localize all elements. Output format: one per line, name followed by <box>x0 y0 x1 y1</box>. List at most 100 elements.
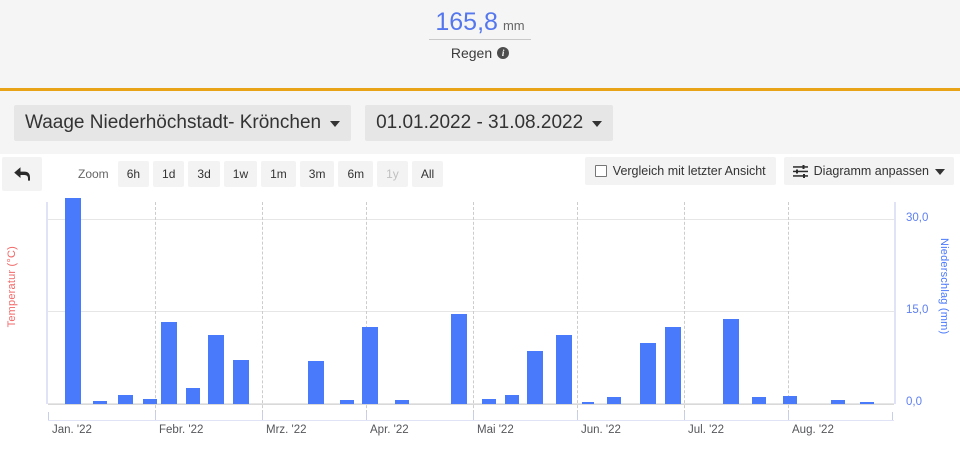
y-axis-left-line <box>46 202 48 404</box>
x-axis-rule <box>48 420 894 421</box>
bar[interactable] <box>831 399 845 404</box>
month-separator <box>788 202 789 418</box>
back-arrow-icon <box>14 167 30 181</box>
x-tick-label-2: Mrz. '22 <box>266 424 307 436</box>
bar[interactable] <box>723 318 739 404</box>
gridline-30 <box>48 219 894 221</box>
month-separator <box>366 202 367 418</box>
y-tick-15: 15,0 <box>906 304 929 317</box>
zoom-button-1w[interactable]: 1w <box>223 161 258 187</box>
chevron-down-icon <box>592 120 603 127</box>
zoom-button-6m[interactable]: 6m <box>338 161 374 187</box>
zoom-button-all[interactable]: All <box>411 161 444 187</box>
bar[interactable] <box>340 399 354 404</box>
bar[interactable] <box>308 361 324 404</box>
bar[interactable] <box>208 334 224 404</box>
bar[interactable] <box>505 395 519 404</box>
x-tick-label-0: Jan. '22 <box>52 424 92 436</box>
compare-label: Vergleich mit letzter Ansicht <box>612 164 766 178</box>
checkbox-unchecked-icon[interactable] <box>594 165 607 177</box>
x-tick-mark <box>684 412 685 420</box>
x-axis: Jan. '22 Febr. '22 Mrz. '22 Apr. '22 Mai '22… <box>0 412 960 446</box>
bar[interactable] <box>640 342 656 404</box>
y-axis-right-label: Niederschlag (mm) <box>938 238 950 335</box>
y-axis-left-label: Temperatur (°C) <box>6 246 18 328</box>
chart-toolbar: Zoom 6h 1d 3d 1w 1m 3m 6m 1y All Verglei… <box>0 154 960 194</box>
bar[interactable] <box>482 398 496 404</box>
bar[interactable] <box>556 334 572 404</box>
zoom-label: Zoom <box>78 167 109 181</box>
date-range-dropdown[interactable]: 01.01.2022 - 31.08.2022 <box>365 104 614 141</box>
bar[interactable] <box>451 314 467 404</box>
x-tick-mark <box>892 412 893 420</box>
toolbar-right-group: Vergleich mit letzter Ansicht Diagramm a… <box>584 157 954 185</box>
gridline-0 <box>48 403 894 404</box>
bar[interactable] <box>233 359 249 404</box>
selector-bar: Waage Niederhöchstadt- Krönchen 01.01.20… <box>0 91 960 154</box>
bar[interactable] <box>118 394 133 404</box>
bar[interactable] <box>860 402 874 404</box>
zoom-range-group: Zoom 6h 1d 3d 1w 1m 3m 6m 1y All <box>78 161 444 187</box>
zoom-button-1d[interactable]: 1d <box>153 161 185 187</box>
kpi-value-row: 165,8 mm <box>429 8 531 40</box>
plot-area[interactable] <box>48 198 894 418</box>
kpi-value: 165,8 <box>435 8 498 36</box>
bar[interactable] <box>527 351 543 404</box>
bar[interactable] <box>143 398 157 404</box>
x-tick-mark <box>473 412 474 420</box>
date-range-label: 01.01.2022 - 31.08.2022 <box>376 111 584 133</box>
kpi-summary-strip: 165,8 mm Regen i <box>0 0 960 88</box>
zoom-button-1y: 1y <box>377 161 408 187</box>
bar[interactable] <box>783 396 797 404</box>
compare-toggle[interactable]: Vergleich mit letzter Ansicht <box>584 157 776 185</box>
bar[interactable] <box>395 400 409 404</box>
x-tick-label-3: Apr. '22 <box>370 424 409 436</box>
month-separator <box>684 202 685 418</box>
adjust-chart-label: Diagramm anpassen <box>813 164 929 178</box>
chevron-down-icon <box>935 169 945 175</box>
bar[interactable] <box>607 396 621 404</box>
bar[interactable] <box>362 326 378 404</box>
kpi-label: Regen <box>450 45 493 61</box>
x-tick-mark <box>577 412 578 420</box>
bar[interactable] <box>161 321 177 404</box>
x-tick-label-1: Febr. '22 <box>159 424 204 436</box>
month-separator <box>155 202 156 418</box>
station-dropdown[interactable]: Waage Niederhöchstadt- Krönchen <box>14 104 352 141</box>
month-separator <box>577 202 578 418</box>
zoom-button-3m[interactable]: 3m <box>299 161 335 187</box>
kpi-label-row: Regen i <box>450 45 510 61</box>
zoom-button-3d[interactable]: 3d <box>188 161 220 187</box>
bar[interactable] <box>93 400 107 404</box>
plot-baseline <box>48 404 894 405</box>
bar[interactable] <box>752 396 766 404</box>
y-tick-0: 0,0 <box>906 396 922 408</box>
kpi-unit: mm <box>502 18 525 33</box>
x-tick-mark <box>788 412 789 420</box>
zoom-button-6h[interactable]: 6h <box>117 161 150 187</box>
month-separator <box>473 202 474 418</box>
bar[interactable] <box>65 198 81 404</box>
station-dropdown-label: Waage Niederhöchstadt- Krönchen <box>25 111 322 133</box>
bar[interactable] <box>186 388 200 404</box>
x-tick-label-5: Jun. '22 <box>581 424 621 436</box>
precipitation-chart[interactable]: Temperatur (°C) Niederschlag (mm) 0,0 15… <box>0 194 960 452</box>
x-tick-mark <box>262 412 263 420</box>
sliders-icon <box>792 164 808 178</box>
info-icon[interactable]: i <box>497 47 510 59</box>
x-tick-mark <box>155 412 156 420</box>
bar[interactable] <box>582 402 594 404</box>
chevron-down-icon <box>330 120 341 127</box>
bar[interactable] <box>665 326 681 404</box>
x-tick-label-4: Mai '22 <box>477 424 514 436</box>
adjust-chart-dropdown[interactable]: Diagramm anpassen <box>783 157 954 185</box>
month-separator <box>262 202 263 418</box>
x-tick-label-7: Aug. '22 <box>792 424 834 436</box>
gridline-15 <box>48 311 894 313</box>
accent-divider <box>0 88 960 91</box>
y-tick-30: 30,0 <box>906 212 929 225</box>
y-axis-right-line <box>894 202 896 404</box>
zoom-button-1m[interactable]: 1m <box>261 161 296 187</box>
x-tick-mark <box>48 412 49 420</box>
back-button[interactable] <box>2 157 42 191</box>
